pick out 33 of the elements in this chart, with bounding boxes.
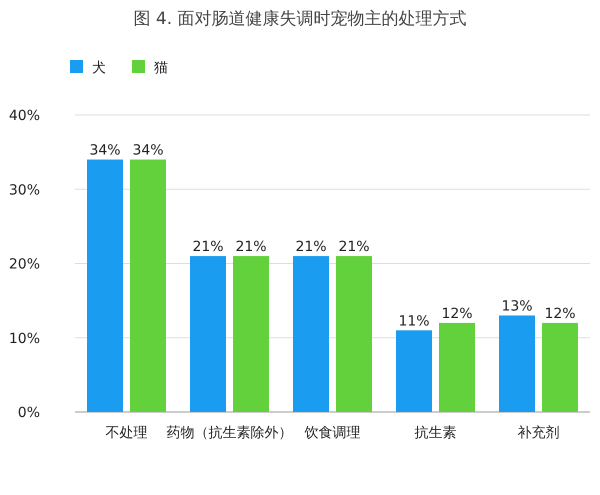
data-label: 34%: [132, 142, 164, 159]
x-tick-label: 药物（抗生素除外）: [166, 425, 292, 441]
y-tick-label: 20%: [8, 256, 40, 272]
bar: [87, 160, 123, 412]
bar: [190, 256, 226, 412]
data-label: 12%: [441, 306, 473, 322]
bar: [396, 330, 432, 412]
data-label: 34%: [89, 142, 121, 159]
x-tick-label: 不处理: [106, 425, 148, 441]
bar: [233, 256, 269, 412]
data-label: 13%: [501, 298, 533, 314]
data-label: 21%: [192, 239, 224, 256]
data-label: 21%: [235, 239, 267, 256]
bar: [499, 315, 535, 412]
bar: [336, 256, 372, 412]
y-tick-label: 30%: [8, 182, 40, 198]
bar: [130, 160, 166, 412]
bar: [439, 322, 475, 412]
chart-title: 图 4. 面对肠道健康失调时宠物主的处理方式: [133, 9, 467, 29]
data-label: 11%: [398, 313, 430, 330]
data-label: 12%: [544, 306, 576, 322]
data-label: 21%: [295, 239, 327, 256]
y-tick-label: 0%: [18, 405, 40, 421]
x-tick-label: 补充剂: [518, 425, 560, 441]
y-tick-label: 10%: [8, 330, 40, 347]
legend-label: 猫: [154, 60, 168, 76]
bar: [293, 256, 329, 412]
x-tick-label: 饮食调理: [304, 425, 360, 441]
legend-label: 犬: [92, 60, 106, 76]
data-label: 21%: [338, 239, 370, 256]
y-tick-label: 40%: [8, 108, 40, 124]
x-tick-label: 抗生素: [414, 425, 456, 441]
bar: [542, 322, 578, 412]
